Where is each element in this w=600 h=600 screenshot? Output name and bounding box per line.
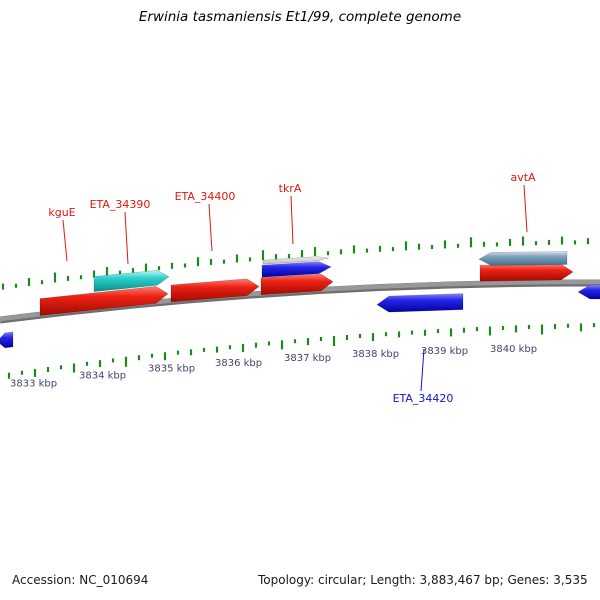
gene-label-avtA: avtA	[510, 171, 536, 184]
gene-label-ETA_34390: ETA_34390	[90, 198, 151, 211]
gene-left-edge-gene-arrow	[0, 331, 14, 349]
gene-density-tick-layer	[1, 236, 596, 379]
callout-line-kguE	[62, 219, 68, 262]
gene-label-tkrA: tkrA	[279, 182, 302, 195]
accession-text: Accession: NC_010694	[12, 573, 148, 587]
gene-avtA-arrow	[479, 263, 574, 282]
genome-summary-text: Topology: circular; Length: 3,883,467 bp…	[257, 573, 588, 587]
gene-ETA_34420-arrow	[376, 293, 464, 313]
scale-label: 3840 kbp	[490, 344, 537, 355]
gene-label-ETA_34400: ETA_34400	[175, 190, 236, 203]
scale-label: 3833 kbp	[10, 379, 57, 390]
gene-feature-layer	[0, 251, 600, 349]
gene-label-kguE: kguE	[48, 206, 75, 219]
page-title: Erwinia tasmaniensis Et1/99, complete ge…	[139, 9, 461, 25]
scale-label: 3839 kbp	[421, 346, 468, 357]
scale-label-layer: 3833 kbp 3834 kbp 3835 kbp 3836 kbp 3837 kbp…	[10, 344, 537, 390]
gene-kguE-arrow	[39, 286, 169, 316]
gene-tkrA-upper-arrow	[261, 261, 332, 278]
scale-label: 3837 kbp	[284, 353, 331, 364]
gene-ETA_34400-arrow	[170, 278, 260, 303]
scale-label: 3834 kbp	[79, 371, 126, 382]
gene-tkrA-cap-arrow	[262, 256, 330, 265]
gene-avtA-upper-arrow	[478, 251, 568, 266]
callout-line-tkrA	[290, 195, 294, 245]
callout-line-ETA_34400	[208, 203, 213, 252]
callout-line-ETA_34420	[420, 348, 425, 392]
gene-label-layer: kguE ETA_34390 ETA_34400 tkrA avtA ETA_34420	[48, 171, 536, 405]
gene-tkrA-arrow	[260, 273, 334, 296]
scale-label: 3836 kbp	[215, 358, 262, 369]
callout-line-ETA_34390	[124, 211, 129, 265]
gene-ETA_34390-arrow	[93, 269, 170, 292]
gene-label-ETA_34420: ETA_34420	[393, 392, 454, 405]
scale-label: 3838 kbp	[352, 349, 399, 360]
callout-line-avtA	[523, 184, 528, 233]
scale-label: 3835 kbp	[148, 364, 195, 375]
gene-right-edge-gene-arrow	[577, 284, 600, 300]
